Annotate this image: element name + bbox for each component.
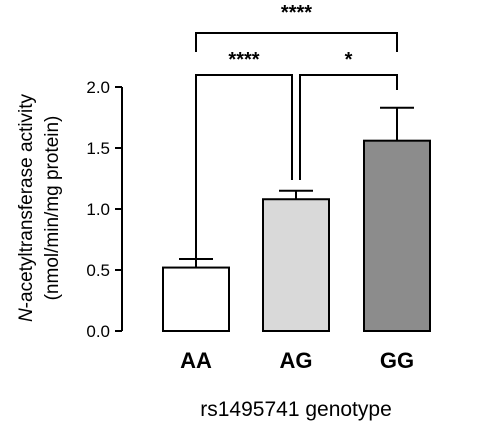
significance-bracket: [195, 74, 293, 262]
y-axis-title-units: (nmol/min/mg protein): [42, 116, 63, 301]
significance-label: ****: [228, 49, 259, 71]
y-axis-title: N-acetyltransferase activity: [16, 93, 37, 322]
category-label: AA: [180, 348, 212, 373]
significance-label: ****: [281, 2, 312, 24]
y-tick-label: 2.0: [86, 78, 110, 97]
y-tick-label: 0.0: [86, 322, 110, 341]
significance-bracket: [195, 32, 398, 52]
bar-gg: [363, 139, 431, 332]
y-axis: 0.0 0.5 1.0 1.5 2.0: [86, 78, 123, 341]
y-tick-label: 0.5: [86, 261, 110, 280]
significance-label: *: [345, 49, 353, 71]
y-axis-title-line1: -acetyltransferase activity: [16, 93, 37, 308]
category-label: AG: [280, 348, 313, 373]
y-axis-title-italic: N: [16, 308, 37, 322]
bar-aa: [162, 266, 230, 332]
category-label: GG: [380, 348, 414, 373]
x-axis-title: rs1495741 genotype: [200, 398, 392, 421]
y-tick-label: 1.0: [86, 200, 110, 219]
y-tick-label: 1.5: [86, 139, 110, 158]
bar-ag: [262, 198, 330, 332]
significance-brackets: ******** *: [195, 2, 398, 262]
significance-bracket: [299, 74, 398, 180]
bars: AA AG GG: [162, 106, 431, 373]
